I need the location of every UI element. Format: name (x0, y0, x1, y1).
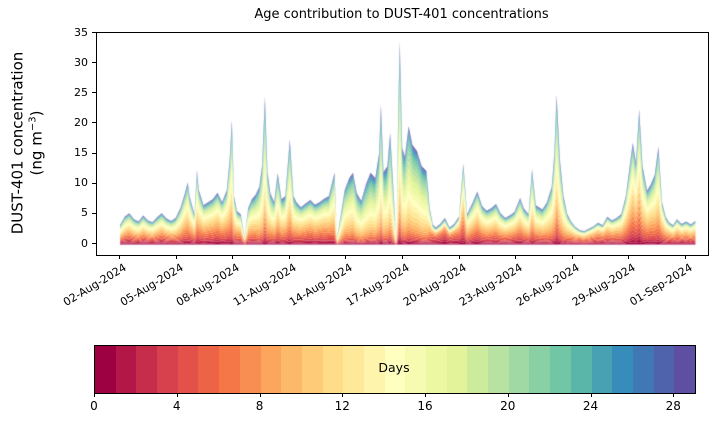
stacked-area-canvas (97, 33, 708, 255)
chart-title: Age contribution to DUST-401 concentrati… (254, 7, 549, 22)
colorbar-segment (363, 346, 385, 393)
colorbar-segment (281, 346, 302, 393)
colorbar-segment (529, 346, 551, 393)
colorbar-segment (632, 346, 654, 393)
colorbar-segment (446, 346, 468, 393)
x-tick-mark (628, 255, 630, 259)
colorbar-tick-label: 24 (582, 399, 599, 413)
colorbar-tick-mark (94, 393, 95, 397)
y-tick-mark (92, 122, 96, 124)
colorbar-segment (570, 346, 592, 393)
colorbar-segment (426, 346, 447, 393)
colorbar-segment (260, 346, 282, 393)
colorbar-segment (612, 346, 633, 393)
colorbar-segment (115, 346, 137, 393)
colorbar-tick-label: 4 (172, 399, 181, 413)
colorbar-label: Days (378, 360, 410, 375)
x-tick-mark (515, 255, 517, 259)
colorbar-tick-mark (259, 393, 261, 397)
colorbar-segment (157, 346, 178, 393)
y-tick-label: 0 (81, 236, 88, 250)
y-tick-mark (92, 182, 96, 184)
x-tick-mark (571, 255, 573, 259)
y-tick-label: 5 (81, 206, 88, 220)
colorbar-segment (301, 346, 323, 393)
colorbar (94, 345, 696, 394)
colorbar-segment (322, 346, 344, 393)
colorbar-segment (653, 346, 675, 393)
colorbar-segment (136, 346, 158, 393)
colorbar-tick-mark (673, 393, 675, 397)
colorbar-tick-mark (342, 393, 344, 397)
colorbar-segment (550, 346, 571, 393)
y-tick-label: 15 (74, 146, 88, 160)
y-tick-mark (92, 212, 96, 214)
colorbar-tick-mark (425, 393, 427, 397)
colorbar-segment (384, 346, 406, 393)
y-tick-mark (92, 243, 96, 244)
colorbar-tick-label: 8 (255, 399, 264, 413)
colorbar-tick-label: 20 (500, 399, 516, 413)
colorbar-tick-label: 28 (665, 399, 681, 413)
colorbar-segment (467, 346, 489, 393)
y-tick-mark (92, 152, 96, 154)
colorbar-segment (177, 346, 199, 393)
y-tick-mark (92, 32, 96, 34)
colorbar-segment (674, 346, 695, 393)
y-tick-mark (92, 92, 96, 94)
x-tick-mark (458, 255, 460, 259)
y-tick-label: 30 (74, 55, 88, 69)
colorbar-tick-label: 0 (90, 399, 98, 413)
colorbar-segment (219, 346, 240, 393)
colorbar-tick-mark (176, 393, 178, 397)
x-tick-mark (232, 255, 234, 259)
colorbar-segment (405, 346, 426, 393)
colorbar-segment (198, 346, 220, 393)
x-tick-mark (175, 255, 177, 259)
colorbar-segment (343, 346, 364, 393)
colorbar-tick-label: 16 (417, 399, 433, 413)
x-tick-mark (119, 255, 120, 259)
x-tick-mark (684, 255, 686, 259)
colorbar-segment (488, 346, 509, 393)
y-tick-mark (92, 62, 96, 64)
colorbar-tick-mark (590, 393, 592, 397)
colorbar-tick-label: 12 (334, 399, 350, 413)
colorbar-segment (591, 346, 613, 393)
y-tick-label: 35 (74, 25, 88, 39)
colorbar-segment (95, 346, 116, 393)
colorbar-tick-mark (507, 393, 509, 397)
y-tick-label: 10 (74, 176, 88, 190)
colorbar-segment (508, 346, 530, 393)
y-tick-label: 20 (74, 115, 88, 129)
x-tick-mark (345, 255, 347, 259)
plot-area (96, 32, 709, 256)
y-tick-label: 25 (74, 85, 88, 99)
x-tick-mark (401, 255, 403, 259)
colorbar-segment (239, 346, 261, 393)
x-tick-mark (288, 255, 290, 259)
